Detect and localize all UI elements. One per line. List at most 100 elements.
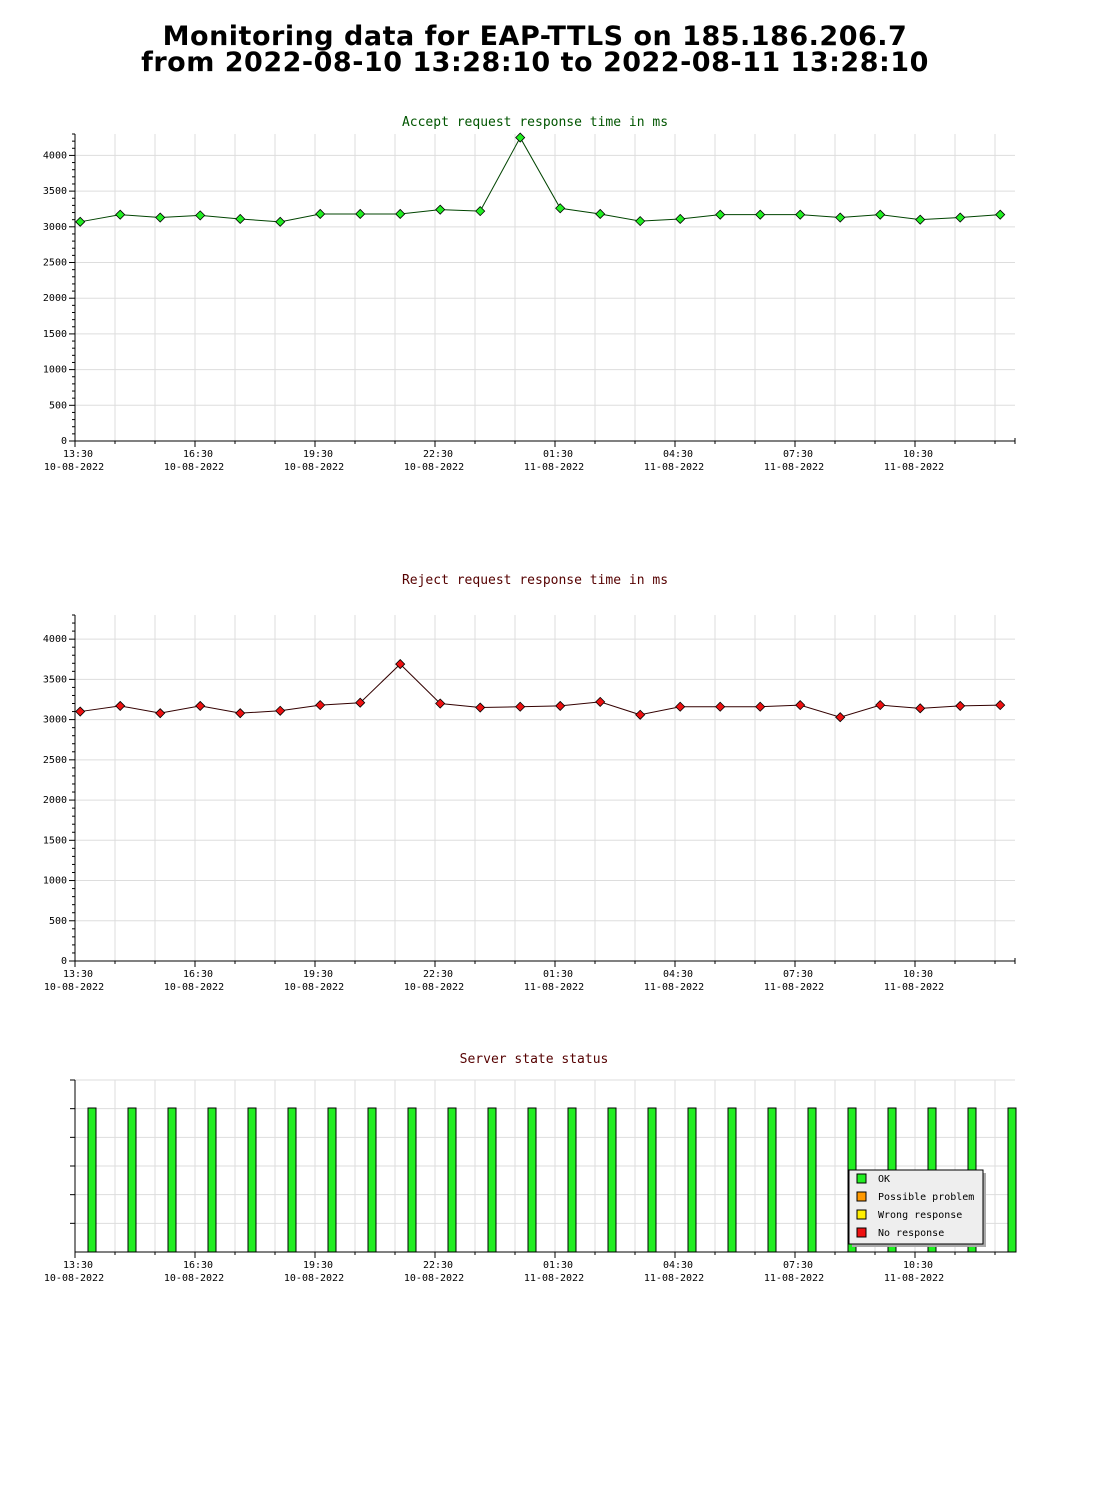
accept-response-chart: Accept request response time in ms 0 500 1…: [43, 115, 1016, 473]
reject-y-tick-label: 3000: [43, 715, 67, 726]
status-x-tick-time: 19:30: [303, 1260, 333, 1271]
legend-label: OK: [878, 1174, 890, 1185]
status-bar: [167, 1107, 177, 1253]
reject-x-tick-time: 13:30: [63, 969, 93, 980]
legend: [848, 1169, 984, 1245]
accept-data-point: [635, 216, 646, 227]
status-bar: [687, 1107, 697, 1253]
status-bar: [567, 1107, 577, 1253]
status-bar: [487, 1107, 497, 1253]
accept-y-tick-label: 4000: [43, 150, 67, 161]
status-x-tick-date: 11-08-2022: [524, 1273, 584, 1284]
accept-x-tick-time: 22:30: [423, 449, 453, 460]
reject-y-tick-label: 2000: [43, 795, 67, 806]
accept-x-tick-date: 11-08-2022: [644, 462, 704, 473]
accept-data-point: [155, 212, 166, 223]
accept-data-point: [835, 212, 846, 223]
accept-data-point: [675, 213, 686, 225]
reject-data-point: [355, 697, 366, 708]
status-bar: [727, 1107, 737, 1253]
accept-data-point: [115, 209, 126, 220]
reject-x-tick-time: 19:30: [303, 969, 333, 980]
status-bar: [1007, 1107, 1017, 1253]
accept-data-point: [235, 213, 246, 225]
accept-y-tick-label: 1000: [43, 365, 67, 376]
status-x-tick-time: 10:30: [903, 1260, 933, 1271]
status-bar: [767, 1107, 777, 1253]
status-x-tick-time: 16:30: [183, 1260, 213, 1271]
accept-data-point: [715, 209, 726, 220]
reject-data-point: [835, 712, 846, 723]
accept-data-point: [995, 209, 1006, 220]
reject-x-tick-date: 10-08-2022: [44, 982, 104, 993]
accept-data-point: [475, 206, 486, 217]
status-bar: [527, 1107, 537, 1253]
accept-y-tick-label: 1500: [43, 329, 67, 340]
reject-data-point: [955, 700, 966, 711]
status-x-tick-date: 11-08-2022: [764, 1273, 824, 1284]
status-x-tick-time: 13:30: [63, 1260, 93, 1271]
reject-data-point: [235, 708, 246, 719]
accept-x-tick-date: 10-08-2022: [164, 462, 224, 473]
accept-x-tick-time: 19:30: [303, 449, 333, 460]
accept-x-tick-time: 16:30: [183, 449, 213, 460]
accept-x-tick-date: 11-08-2022: [764, 462, 824, 473]
accept-y-tick-label: 2000: [43, 293, 67, 304]
reject-x-tick-date: 10-08-2022: [284, 982, 344, 993]
reject-x-tick-date: 11-08-2022: [764, 982, 824, 993]
reject-x-tick-time: 16:30: [183, 969, 213, 980]
accept-data-point: [355, 208, 366, 220]
legend-label: Wrong response: [878, 1210, 962, 1221]
reject-chart-title: Reject request response time in ms: [402, 573, 668, 588]
status-bar: [447, 1107, 457, 1253]
accept-x-tick-time: 07:30: [783, 449, 813, 460]
accept-x-tick-date: 10-08-2022: [44, 462, 104, 473]
reject-data-point: [195, 700, 206, 711]
status-x-tick-date: 10-08-2022: [404, 1273, 464, 1284]
accept-data-point: [915, 214, 926, 225]
reject-data-point: [795, 700, 806, 711]
accept-x-tick-time: 01:30: [543, 449, 573, 460]
status-x-tick-time: 07:30: [783, 1260, 813, 1271]
reject-y-tick-label: 500: [49, 916, 67, 927]
status-bar: [367, 1107, 377, 1253]
reject-data-point: [275, 705, 286, 716]
reject-data-point: [155, 708, 166, 719]
status-bar: [647, 1107, 657, 1253]
reject-data-point: [395, 659, 406, 670]
accept-data-point: [435, 204, 446, 215]
legend-label: Possible problem: [878, 1192, 974, 1203]
reject-data-point: [435, 698, 446, 709]
accept-data-point: [595, 208, 606, 220]
reject-x-tick-time: 01:30: [543, 969, 573, 980]
status-bar: [407, 1107, 417, 1253]
reject-data-point: [875, 700, 886, 711]
accept-y-tick-label: 500: [49, 400, 67, 411]
reject-x-tick-date: 11-08-2022: [524, 982, 584, 993]
reject-y-tick-label: 0: [61, 956, 67, 967]
accept-y-tick-label: 0: [61, 436, 67, 447]
accept-y-tick-label: 3000: [43, 222, 67, 233]
reject-y-tick-label: 3500: [43, 674, 67, 685]
accept-x-tick-time: 13:30: [63, 449, 93, 460]
accept-data-point: [195, 210, 206, 221]
status-x-tick-time: 22:30: [423, 1260, 453, 1271]
reject-data-point: [595, 696, 606, 707]
accept-x-tick-date: 11-08-2022: [524, 462, 584, 473]
status-bar: [127, 1107, 137, 1253]
accept-data-point: [315, 208, 326, 220]
reject-data-point: [755, 701, 766, 712]
reject-data-point: [995, 700, 1006, 711]
status-x-tick-date: 10-08-2022: [44, 1273, 104, 1284]
accept-x-tick-date: 10-08-2022: [284, 462, 344, 473]
accept-x-tick-time: 04:30: [663, 449, 693, 460]
status-bar: [287, 1107, 297, 1253]
accept-x-tick-date: 11-08-2022: [884, 462, 944, 473]
legend-label: No response: [878, 1228, 944, 1239]
status-bar: [327, 1107, 337, 1253]
reject-y-tick-label: 4000: [43, 634, 67, 645]
status-bar: [207, 1107, 217, 1253]
page-title-line-1: Monitoring data for EAP-TTLS on 185.186.…: [162, 21, 908, 52]
accept-data-point: [275, 216, 286, 227]
reject-x-tick-date: 10-08-2022: [404, 982, 464, 993]
